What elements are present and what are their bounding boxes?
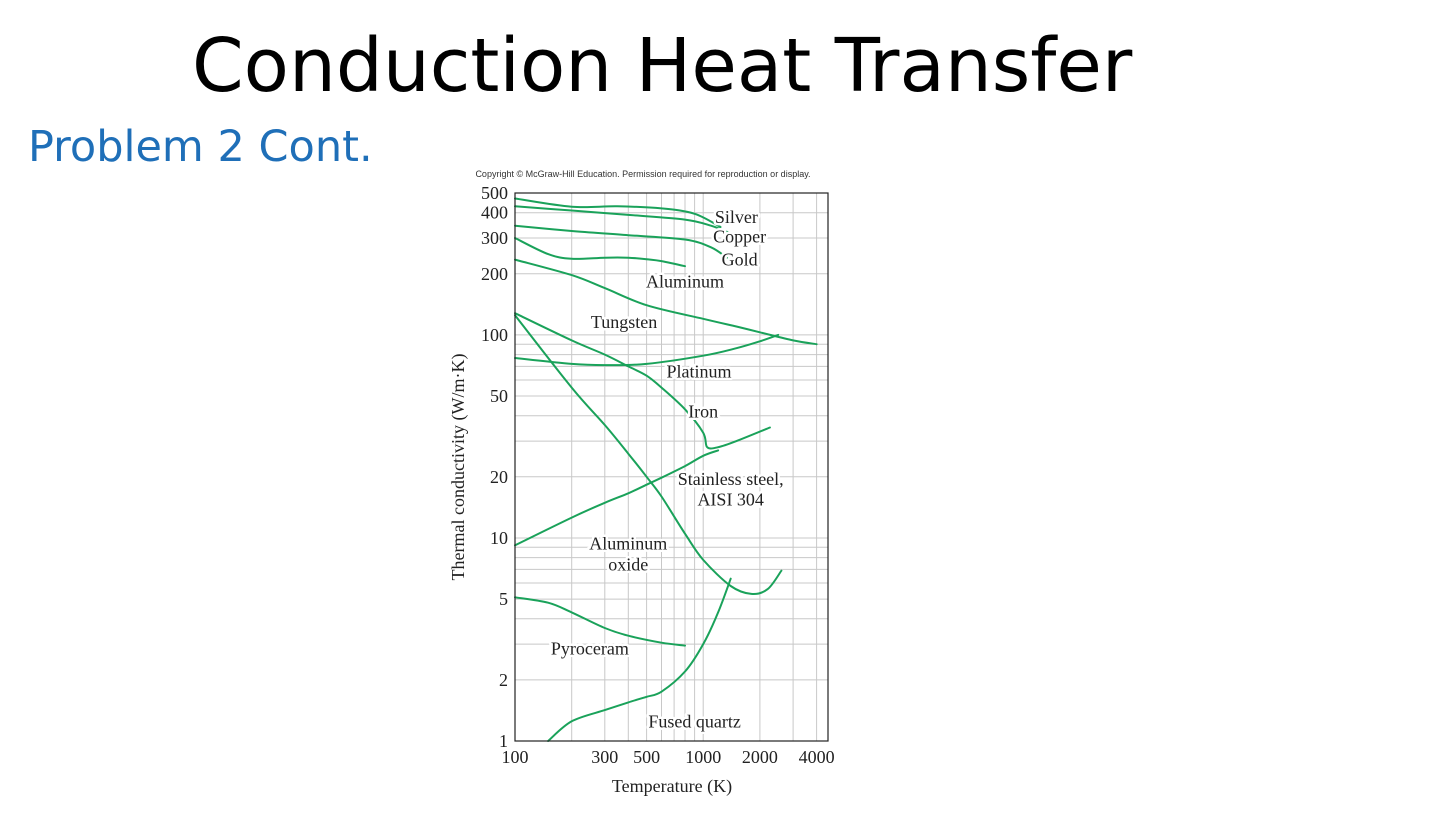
chart-series-labels: SilverCopperGoldAluminumTungstenPlatinum… xyxy=(548,205,786,734)
series-line-tungsten xyxy=(514,258,818,346)
chart-copyright: Copyright © McGraw-Hill Education. Permi… xyxy=(475,169,810,179)
x-tick-labels: 100 300 500 1000 2000 4000 xyxy=(502,747,835,767)
series-line-platinum xyxy=(514,333,780,367)
series-line-copper xyxy=(514,205,730,234)
series-label-stainless-steel-aisi-304-line2: AISI 304 xyxy=(697,489,764,509)
series-label-aluminum-oxide-line2: oxide xyxy=(608,555,648,575)
series-line-aluminum xyxy=(514,237,686,268)
y-tick-label: 2 xyxy=(499,670,508,690)
x-tick-label: 1000 xyxy=(685,747,721,767)
x-tick-label: 2000 xyxy=(742,747,778,767)
y-tick-label: 10 xyxy=(490,528,508,548)
series-label-stainless-steel-aisi-304: Stainless steel, xyxy=(678,469,784,489)
x-axis-label: Temperature (K) xyxy=(612,776,732,797)
series-label-gold: Gold xyxy=(722,250,758,270)
y-tick-label: 20 xyxy=(490,467,508,487)
y-tick-label: 50 xyxy=(490,386,508,406)
series-line-stainless-steel-aisi-304 xyxy=(514,449,720,547)
series-line-gold xyxy=(514,224,728,259)
y-tick-label: 500 xyxy=(481,183,508,203)
series-label-iron: Iron xyxy=(688,401,718,421)
series-line-iron xyxy=(514,312,771,450)
series-label-aluminum-oxide: Aluminum xyxy=(589,533,667,553)
slide-subtitle: Problem 2 Cont. xyxy=(28,122,373,172)
series-line-aluminum-oxide xyxy=(514,314,783,596)
y-axis-label: Thermal conductivity (W/m·K) xyxy=(448,354,469,581)
y-tick-label: 300 xyxy=(481,228,508,248)
series-line-fused-quartz xyxy=(547,577,732,742)
chart-curves xyxy=(514,197,818,742)
series-line-pyroceram xyxy=(514,596,686,647)
x-tick-label: 4000 xyxy=(799,747,835,767)
y-tick-label: 400 xyxy=(481,203,508,223)
series-label-tungsten: Tungsten xyxy=(591,312,657,332)
y-tick-label: 5 xyxy=(499,589,508,609)
series-label-fused-quartz: Fused quartz xyxy=(648,711,740,731)
series-line-silver xyxy=(514,197,722,228)
x-tick-label: 500 xyxy=(633,747,660,767)
slide-title: Conduction Heat Transfer xyxy=(192,23,1133,109)
y-tick-label: 100 xyxy=(481,325,508,345)
y-tick-label: 200 xyxy=(481,264,508,284)
series-label-pyroceram: Pyroceram xyxy=(551,639,629,659)
series-label-silver: Silver xyxy=(715,207,758,227)
x-tick-label: 300 xyxy=(591,747,618,767)
plot-frame xyxy=(514,192,829,742)
x-tick-label: 100 xyxy=(502,747,529,767)
series-label-platinum: Platinum xyxy=(666,362,731,382)
series-label-aluminum: Aluminum xyxy=(646,272,724,292)
series-label-copper: Copper xyxy=(713,227,766,247)
y-tick-label: 1 xyxy=(499,731,508,751)
